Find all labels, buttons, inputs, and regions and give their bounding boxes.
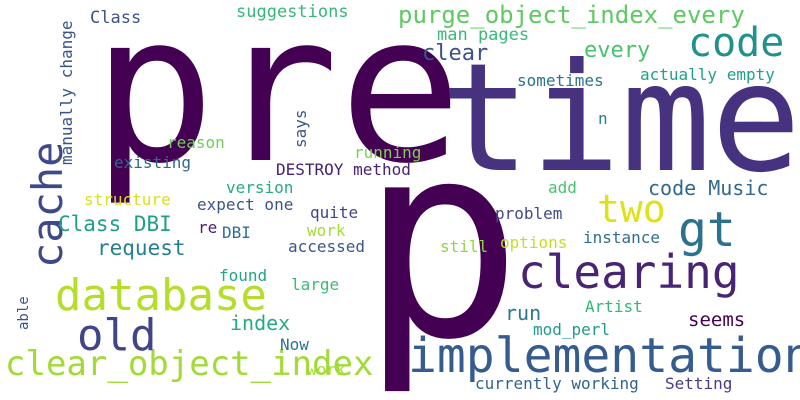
cloud-word: currently working (475, 374, 639, 393)
cloud-word: accessed (288, 237, 365, 256)
cloud-word: request (97, 236, 186, 260)
cloud-word: Class DBI (58, 212, 172, 236)
cloud-word: running (354, 143, 421, 162)
cloud-word: DESTROY method (276, 160, 411, 179)
cloud-word: options (500, 233, 567, 252)
cloud-word: existing (114, 153, 191, 172)
cloud-word: seems (688, 309, 745, 331)
cloud-word: found (219, 266, 267, 285)
cloud-word: clear (422, 41, 488, 66)
cloud-word: DBI (222, 223, 251, 242)
cloud-word: Artist (585, 297, 643, 316)
cloud-word: instance (583, 228, 660, 247)
cloud-word: expect one (197, 195, 293, 214)
cloud-word: clearing (518, 245, 740, 299)
cloud-word: Class (90, 8, 141, 28)
cloud-word: large (291, 275, 339, 294)
cloud-word: old (77, 310, 156, 361)
cloud-word: time (440, 32, 800, 206)
cloud-word: sometimes (517, 71, 604, 90)
cloud-word: Now (280, 335, 309, 354)
cloud-word: reason (167, 133, 225, 152)
cloud-word: actually empty (640, 65, 775, 84)
cloud-word: says (291, 109, 310, 148)
cloud-word: re (198, 218, 217, 237)
cloud-word: code Music (648, 176, 768, 200)
cloud-word: add (548, 178, 577, 197)
cloud-word: Setting (665, 374, 732, 393)
cloud-word: able (16, 296, 32, 330)
cloud-word: suggestions (236, 2, 349, 22)
cloud-word: gt (678, 202, 736, 258)
cloud-word: work (307, 360, 346, 379)
cloud-word: pre (92, 0, 462, 209)
cloud-word: code (688, 20, 784, 66)
cloud-word: quite (310, 203, 358, 222)
cloud-word: every (584, 38, 650, 63)
cloud-word: manually change (57, 21, 76, 166)
cloud-word: database (55, 270, 267, 321)
cloud-word: purge_object_index_every (398, 1, 745, 29)
cloud-word: clear_object_index (5, 344, 373, 384)
cloud-word: index (230, 311, 290, 335)
cloud-word: implementation (408, 328, 800, 384)
cloud-word: run (505, 301, 541, 325)
cloud-word: version (226, 178, 293, 197)
cloud-word: man pages (437, 25, 529, 45)
cloud-word: work (307, 221, 346, 240)
cloud-word: cache (23, 142, 72, 268)
cloud-word: two (597, 187, 666, 231)
cloud-word: still (440, 237, 488, 256)
cloud-word: structure (84, 190, 171, 209)
cloud-word: problem (495, 204, 562, 223)
cloud-word: n (598, 109, 608, 128)
cloud-word: p (360, 84, 523, 399)
cloud-word: mod_perl (533, 320, 610, 339)
